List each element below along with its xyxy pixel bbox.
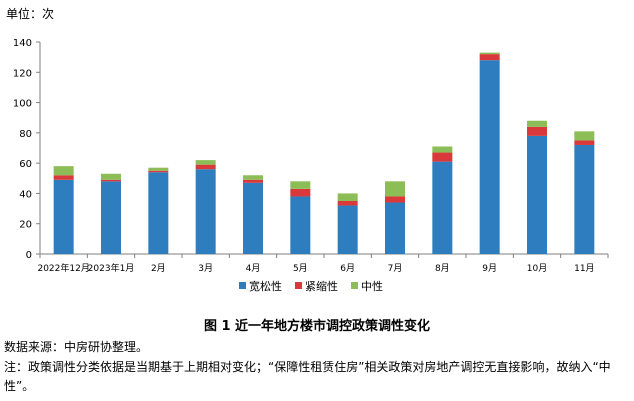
y-tick-label: 120 — [13, 68, 32, 79]
bar-segment — [574, 131, 595, 141]
bar-segment — [432, 152, 453, 162]
x-tick-label: 9月 — [482, 263, 497, 274]
legend-label: 宽松性 — [249, 279, 282, 293]
bar-segment — [337, 201, 358, 206]
y-tick-label: 60 — [19, 159, 32, 170]
legend-swatch — [351, 282, 358, 289]
bar-segment — [527, 126, 547, 136]
legend-label: 中性 — [361, 279, 383, 293]
y-tick-label: 140 — [13, 38, 32, 49]
bar-segment — [243, 179, 263, 183]
legend-label: 紧缩性 — [305, 279, 338, 293]
chart: 0 20 40 60 80 100 120 140 2022年12月 2023年1月 2月 3月 4月 5… — [13, 38, 609, 293]
x-tick-label: 5月 — [293, 263, 308, 274]
x-tick-label: 2023年1月 — [88, 262, 135, 274]
x-tick-label: 2022年12月 — [37, 262, 89, 274]
bar-segment — [479, 60, 500, 254]
bar-segment — [574, 140, 595, 145]
bar-segment — [337, 205, 358, 254]
bar-segment — [243, 175, 263, 180]
source-text: 数据来源：中房研协整理。 — [4, 340, 149, 354]
bar-segment — [290, 196, 311, 254]
bar-segment — [195, 169, 216, 254]
bar-segment — [290, 181, 311, 189]
bar-segment — [479, 54, 500, 61]
x-tick-label: 6月 — [340, 263, 355, 274]
unit-label: 单位：次 — [6, 7, 55, 21]
bar-segment — [432, 161, 453, 254]
bar-segment — [53, 175, 74, 180]
x-tick-label: 4月 — [246, 263, 261, 274]
bar-segment — [479, 52, 500, 55]
legend-swatch — [295, 282, 302, 289]
bar-segment — [574, 144, 595, 254]
legend-swatch — [239, 282, 246, 289]
bar-segment — [148, 170, 169, 173]
x-tick-label: 3月 — [198, 263, 213, 274]
bar-segment — [101, 173, 121, 180]
bar-segment — [195, 160, 216, 165]
y-tick-label: 0 — [26, 250, 32, 261]
bar-segment — [385, 202, 405, 254]
bar-segment — [527, 135, 547, 254]
bar-segment — [148, 167, 169, 171]
x-tick-label: 10月 — [527, 263, 547, 274]
bar-segment — [290, 188, 311, 197]
bar-segment — [385, 196, 405, 203]
x-tick-label: 2月 — [151, 263, 166, 274]
y-tick-label: 80 — [19, 129, 32, 140]
x-tick-label: 7月 — [388, 263, 403, 274]
y-tick-label: 20 — [19, 220, 32, 231]
x-tick-label: 8月 — [435, 263, 450, 274]
bar-segment — [527, 120, 547, 127]
bar-segment — [385, 181, 405, 197]
note-text: 注：政策调性分类依据是当期基于上期相对变化；“保障性租赁住房”相关政策对房地产调… — [4, 360, 611, 393]
figure-caption: 图 1 近一年地方楼市调控政策调性变化 — [203, 319, 431, 334]
bar-segment — [53, 166, 74, 176]
bar-segment — [243, 182, 263, 254]
x-tick-label: 11月 — [574, 263, 594, 274]
bar-segment — [101, 179, 121, 182]
bar-segment — [195, 164, 216, 170]
bar-segment — [337, 193, 358, 201]
bar-segment — [53, 179, 74, 254]
y-tick-label: 40 — [19, 189, 32, 200]
bar-segment — [148, 172, 169, 254]
bar-segment — [101, 181, 121, 254]
y-tick-label: 100 — [13, 99, 32, 110]
bar-segment — [432, 146, 453, 153]
